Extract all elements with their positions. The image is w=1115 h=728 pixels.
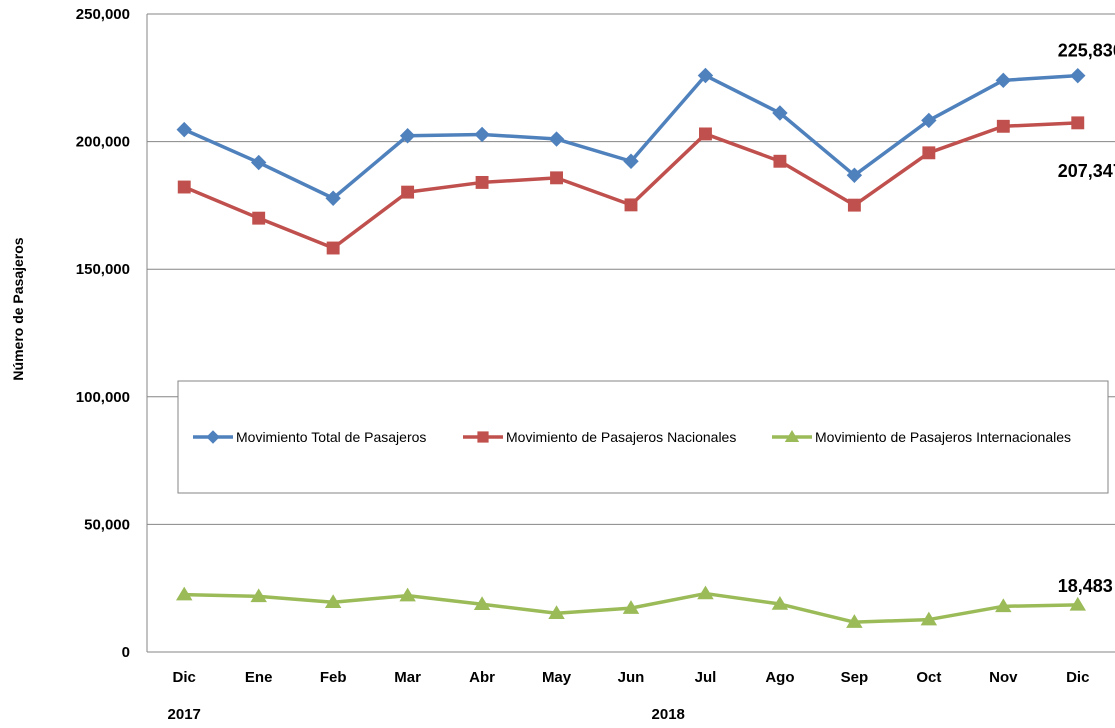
data-point (474, 126, 490, 143)
data-point (399, 587, 416, 602)
y-tick-labels: 0 50,000 100,000 150,000 200,000 250,000 (76, 6, 130, 661)
series-3 (175, 585, 1087, 628)
year-labels: 2017 2018 (168, 706, 685, 723)
data-point (624, 198, 638, 212)
data-point (846, 614, 863, 628)
y-tick-label: 0 (122, 644, 130, 661)
data-point (996, 119, 1010, 133)
data-point (697, 585, 714, 600)
y-tick-label: 50,000 (84, 516, 130, 533)
y-tick-label: 200,000 (76, 134, 130, 151)
series-1 (176, 67, 1086, 206)
data-point (847, 198, 861, 212)
series-2 (177, 116, 1085, 255)
data-point (399, 128, 416, 144)
data-point (250, 154, 267, 171)
x-tick-label: Dic (1066, 669, 1089, 686)
year-label: 2018 (652, 706, 685, 723)
legend-label: Movimiento Total de Pasajeros (236, 429, 426, 445)
data-point (995, 598, 1012, 613)
x-tick-label: Abr (469, 669, 495, 686)
x-tick-label: Oct (916, 669, 941, 686)
y-axis-title: Número de Pasajeros (10, 237, 26, 380)
data-point (697, 67, 714, 84)
data-label: 207,347 (1058, 161, 1115, 181)
data-point (176, 121, 192, 138)
data-point (920, 611, 938, 626)
y-tick-label: 100,000 (76, 389, 130, 406)
data-point (921, 112, 937, 129)
legend-item: Movimiento de Pasajeros Internacionales (772, 429, 1071, 445)
legend-item: Movimiento Total de Pasajeros (193, 429, 426, 445)
data-point (1070, 67, 1086, 84)
x-tick-label: Ene (245, 669, 273, 686)
x-tick-label: Ago (765, 669, 794, 686)
data-point (401, 185, 415, 199)
x-tick-labels: Dic Ene Feb Mar Abr May Jun Jul Ago Sep Oct Nov Dic (173, 669, 1090, 686)
data-point (252, 211, 266, 225)
data-point (177, 180, 191, 194)
legend-box (177, 380, 1109, 494)
y-tick-label: 250,000 (76, 6, 130, 23)
data-labels: 225,830 207,347 18,483 (1058, 41, 1115, 596)
legend: Movimiento Total de Pasajeros Movimiento … (177, 380, 1109, 494)
x-tick-label: Sep (841, 669, 869, 686)
data-point (548, 131, 565, 147)
legend-label: Movimiento de Pasajeros Internacionales (815, 429, 1071, 445)
data-point (846, 167, 863, 183)
data-point (477, 431, 489, 443)
data-label: 225,830 (1058, 41, 1115, 61)
legend-item: Movimiento de Pasajeros Nacionales (463, 429, 736, 445)
x-tick-label: Nov (989, 669, 1018, 686)
x-tick-label: Mar (394, 669, 421, 686)
data-point (473, 596, 491, 611)
data-point (250, 588, 267, 603)
data-point (995, 72, 1012, 89)
data-point (326, 241, 340, 255)
data-point (324, 594, 342, 608)
data-point (175, 586, 193, 601)
data-point (922, 146, 936, 160)
data-point (773, 154, 787, 168)
data-point (548, 605, 565, 619)
data-point (1069, 596, 1087, 611)
y-tick-label: 150,000 (76, 261, 130, 278)
data-point (623, 153, 639, 169)
plot-area (147, 14, 1115, 652)
data-point (1071, 116, 1085, 130)
x-tick-label: May (542, 669, 572, 686)
data-label: 18,483 (1058, 576, 1113, 596)
data-point (550, 171, 563, 185)
data-point (771, 596, 789, 610)
data-point (475, 175, 489, 189)
x-tick-label: Feb (320, 669, 347, 686)
data-point (622, 600, 640, 614)
x-tick-label: Jun (618, 669, 645, 686)
data-point (699, 127, 712, 141)
data-point (206, 430, 220, 444)
x-tick-label: Jul (695, 669, 717, 686)
data-point (772, 105, 788, 121)
series-layer (175, 67, 1087, 628)
data-point (784, 430, 800, 442)
x-tick-label: Dic (173, 669, 196, 686)
year-label: 2017 (168, 706, 201, 723)
legend-label: Movimiento de Pasajeros Nacionales (506, 429, 736, 445)
data-point (325, 190, 341, 206)
